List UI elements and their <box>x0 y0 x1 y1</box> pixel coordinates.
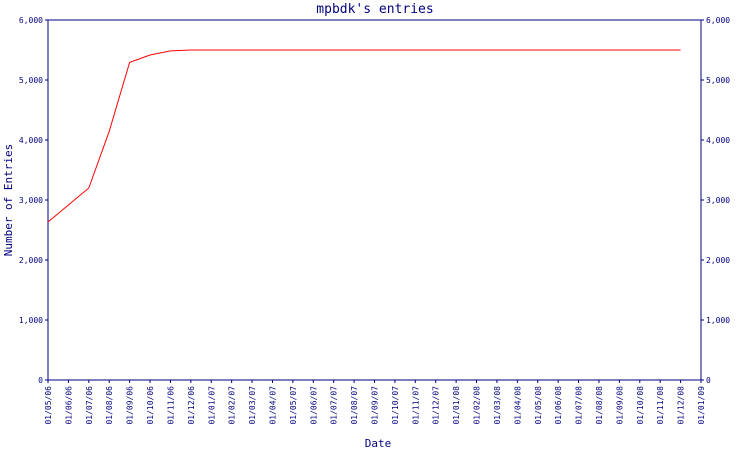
x-tick-label: 01/05/07 <box>289 386 298 425</box>
y2-tick-label: 3,000 <box>706 196 730 205</box>
x-tick-label: 01/08/06 <box>105 386 114 425</box>
y2-tick-label: 6,000 <box>706 16 730 25</box>
y2-tick-label: 4,000 <box>706 136 730 145</box>
x-tick-label: 01/07/08 <box>575 386 584 425</box>
y-tick-label: 3,000 <box>19 196 43 205</box>
y-tick-label: 1,000 <box>19 316 43 325</box>
y-axis-label: Number of Entries <box>2 144 15 257</box>
x-tick-label: 01/09/06 <box>126 386 135 425</box>
x-tick-label: 01/05/08 <box>534 386 543 425</box>
x-tick-label: 01/04/07 <box>268 386 277 425</box>
x-axis-label: Date <box>365 437 392 450</box>
x-tick-label: 01/03/08 <box>493 386 502 425</box>
x-tick-label: 01/07/07 <box>330 386 339 425</box>
chart-title: mpbdk's entries <box>316 2 433 17</box>
y2-tick-label: 0 <box>706 376 711 385</box>
y2-tick-label: 1,000 <box>706 316 730 325</box>
x-tick-label: 01/12/08 <box>677 386 686 425</box>
x-tick-label: 01/11/06 <box>166 386 175 425</box>
x-tick-label: 01/09/08 <box>615 386 624 425</box>
y-tick-label: 4,000 <box>19 136 43 145</box>
x-tick-label: 01/12/07 <box>432 386 441 425</box>
plot-frame <box>47 19 702 381</box>
x-tick-label: 01/06/08 <box>554 386 563 425</box>
x-tick-label: 01/09/07 <box>371 386 380 425</box>
x-tick-label: 01/06/07 <box>309 386 318 425</box>
x-tick-label: 01/02/08 <box>473 386 482 425</box>
y-tick-label: 6,000 <box>19 16 43 25</box>
x-tick-label: 01/12/06 <box>187 386 196 425</box>
y2-tick-label: 5,000 <box>706 76 730 85</box>
x-tick-label: 01/10/07 <box>391 386 400 425</box>
x-tick-label: 01/08/07 <box>350 386 359 425</box>
x-tick-label: 01/11/08 <box>656 386 665 425</box>
x-tick-label: 01/10/08 <box>636 386 645 425</box>
x-tick-label: 01/01/08 <box>452 386 461 425</box>
x-tick-label: 01/02/07 <box>228 386 237 425</box>
x-tick-label: 01/11/07 <box>411 386 420 425</box>
y-tick-label: 2,000 <box>19 256 43 265</box>
data-line <box>47 49 681 223</box>
x-tick-label: 01/05/06 <box>44 386 53 425</box>
x-tick-label: 01/06/06 <box>64 386 73 425</box>
x-tick-label: 01/01/07 <box>207 386 216 425</box>
x-tick-label: 01/03/07 <box>248 386 257 425</box>
x-tick-label: 01/01/09 <box>697 386 706 425</box>
y-tick-label: 0 <box>38 376 43 385</box>
y2-tick-label: 2,000 <box>706 256 730 265</box>
x-tick-label: 01/04/08 <box>513 386 522 425</box>
y-tick-label: 5,000 <box>19 76 43 85</box>
x-tick-label: 01/07/06 <box>85 386 94 425</box>
x-tick-label: 01/08/08 <box>595 386 604 425</box>
x-tick-label: 01/10/06 <box>146 386 155 425</box>
